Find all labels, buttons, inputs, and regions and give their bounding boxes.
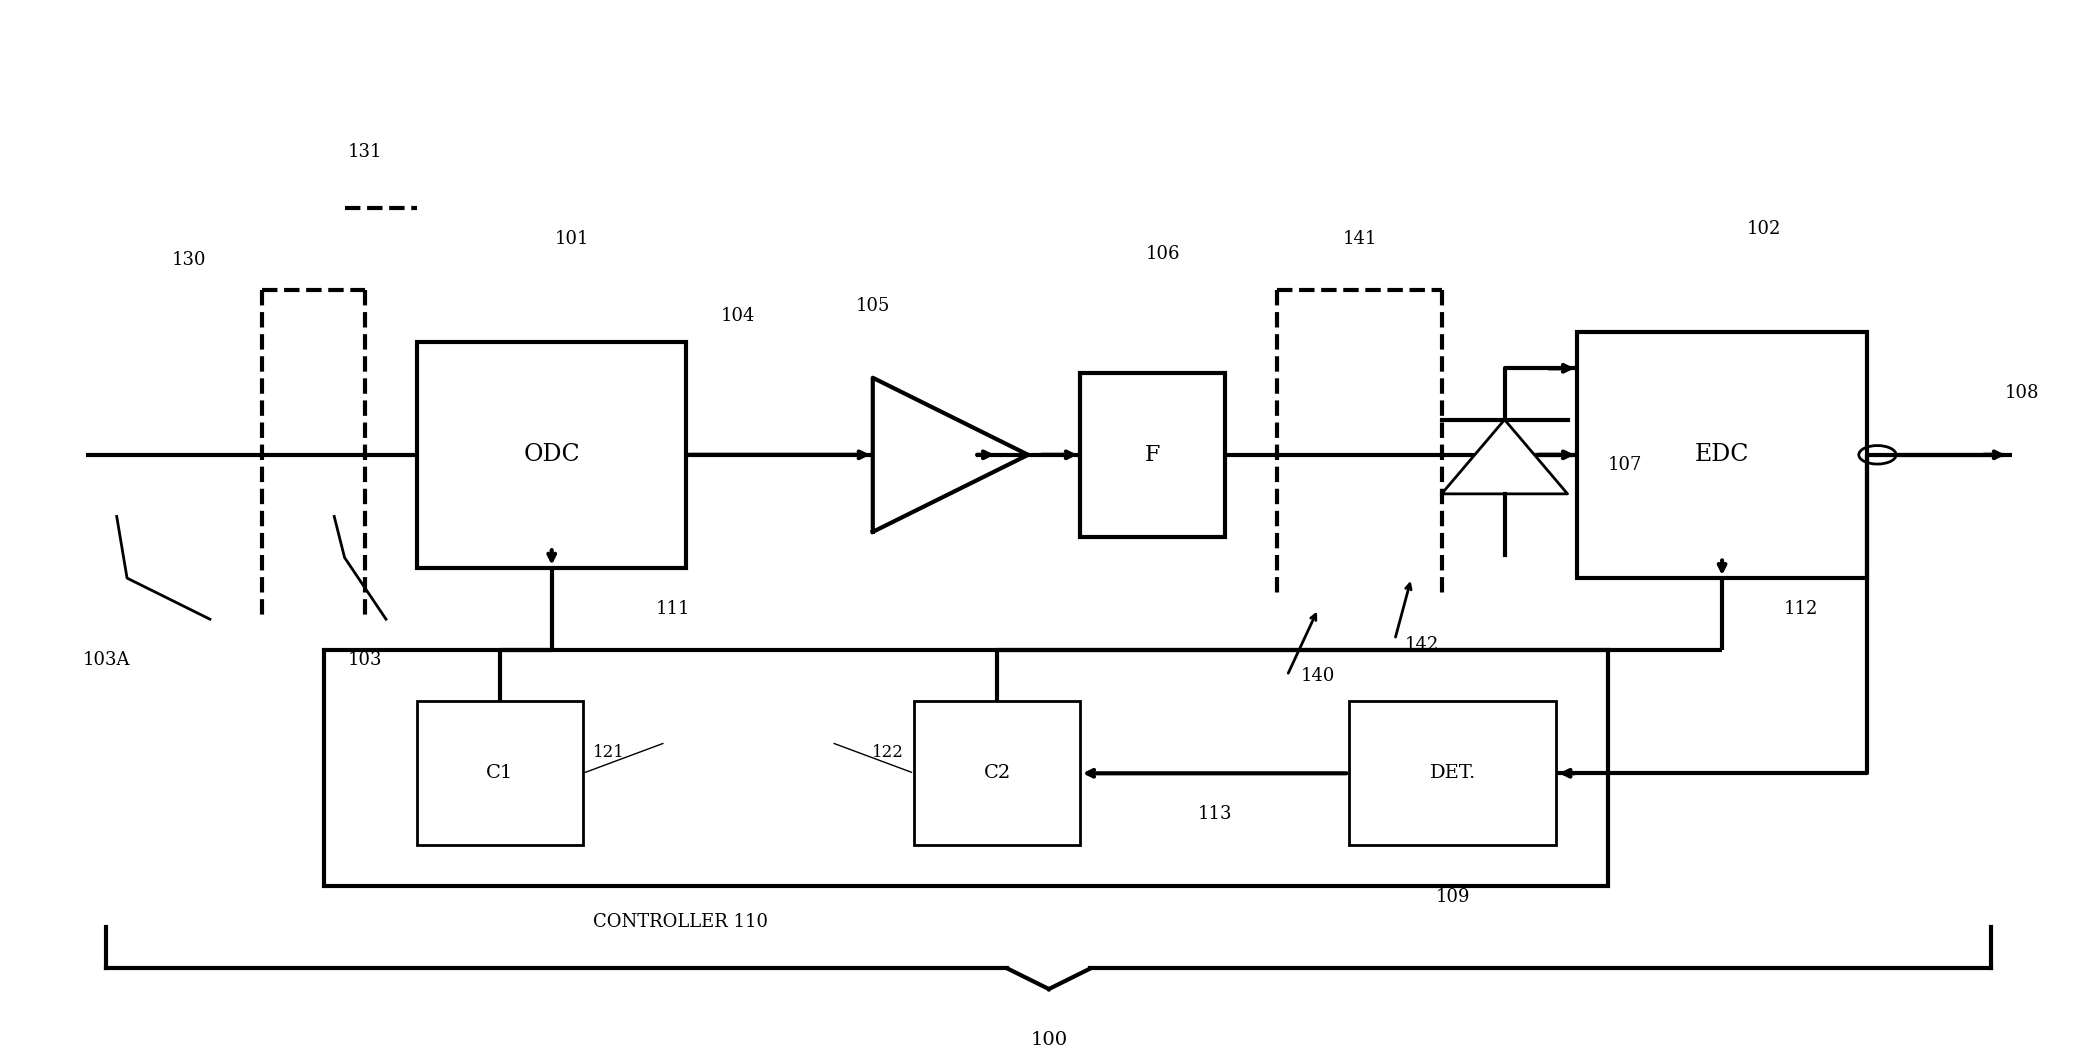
Text: 131: 131 <box>349 143 382 161</box>
Polygon shape <box>1441 420 1568 493</box>
Text: 101: 101 <box>555 230 590 248</box>
Text: EDC: EDC <box>1695 443 1749 466</box>
Text: 109: 109 <box>1435 887 1471 905</box>
Text: 103A: 103A <box>83 651 131 669</box>
FancyBboxPatch shape <box>417 701 584 845</box>
Text: C2: C2 <box>982 764 1011 782</box>
Text: 112: 112 <box>1784 600 1819 617</box>
FancyBboxPatch shape <box>1350 701 1556 845</box>
Text: 141: 141 <box>1342 230 1377 248</box>
Text: 142: 142 <box>1404 636 1439 654</box>
FancyBboxPatch shape <box>1576 332 1867 579</box>
Text: C1: C1 <box>486 764 513 782</box>
FancyBboxPatch shape <box>324 650 1608 886</box>
Text: 111: 111 <box>654 600 690 617</box>
FancyBboxPatch shape <box>914 701 1080 845</box>
Text: 106: 106 <box>1147 246 1180 264</box>
Text: 121: 121 <box>594 744 625 761</box>
Text: F: F <box>1144 444 1161 466</box>
Text: CONTROLLER 110: CONTROLLER 110 <box>594 914 768 931</box>
Text: ODC: ODC <box>523 443 579 466</box>
Text: 104: 104 <box>721 307 756 326</box>
FancyBboxPatch shape <box>417 342 685 568</box>
Text: 130: 130 <box>172 251 206 269</box>
FancyBboxPatch shape <box>1080 373 1225 537</box>
Text: 113: 113 <box>1196 805 1232 823</box>
Text: 108: 108 <box>2004 384 2040 402</box>
Text: 122: 122 <box>872 744 903 761</box>
Text: 103: 103 <box>349 651 382 669</box>
Text: 107: 107 <box>1608 456 1643 475</box>
Text: 105: 105 <box>856 297 889 315</box>
Text: 140: 140 <box>1300 667 1336 685</box>
Text: 100: 100 <box>1030 1031 1068 1049</box>
Text: 102: 102 <box>1747 219 1780 237</box>
Text: DET.: DET. <box>1429 764 1477 782</box>
